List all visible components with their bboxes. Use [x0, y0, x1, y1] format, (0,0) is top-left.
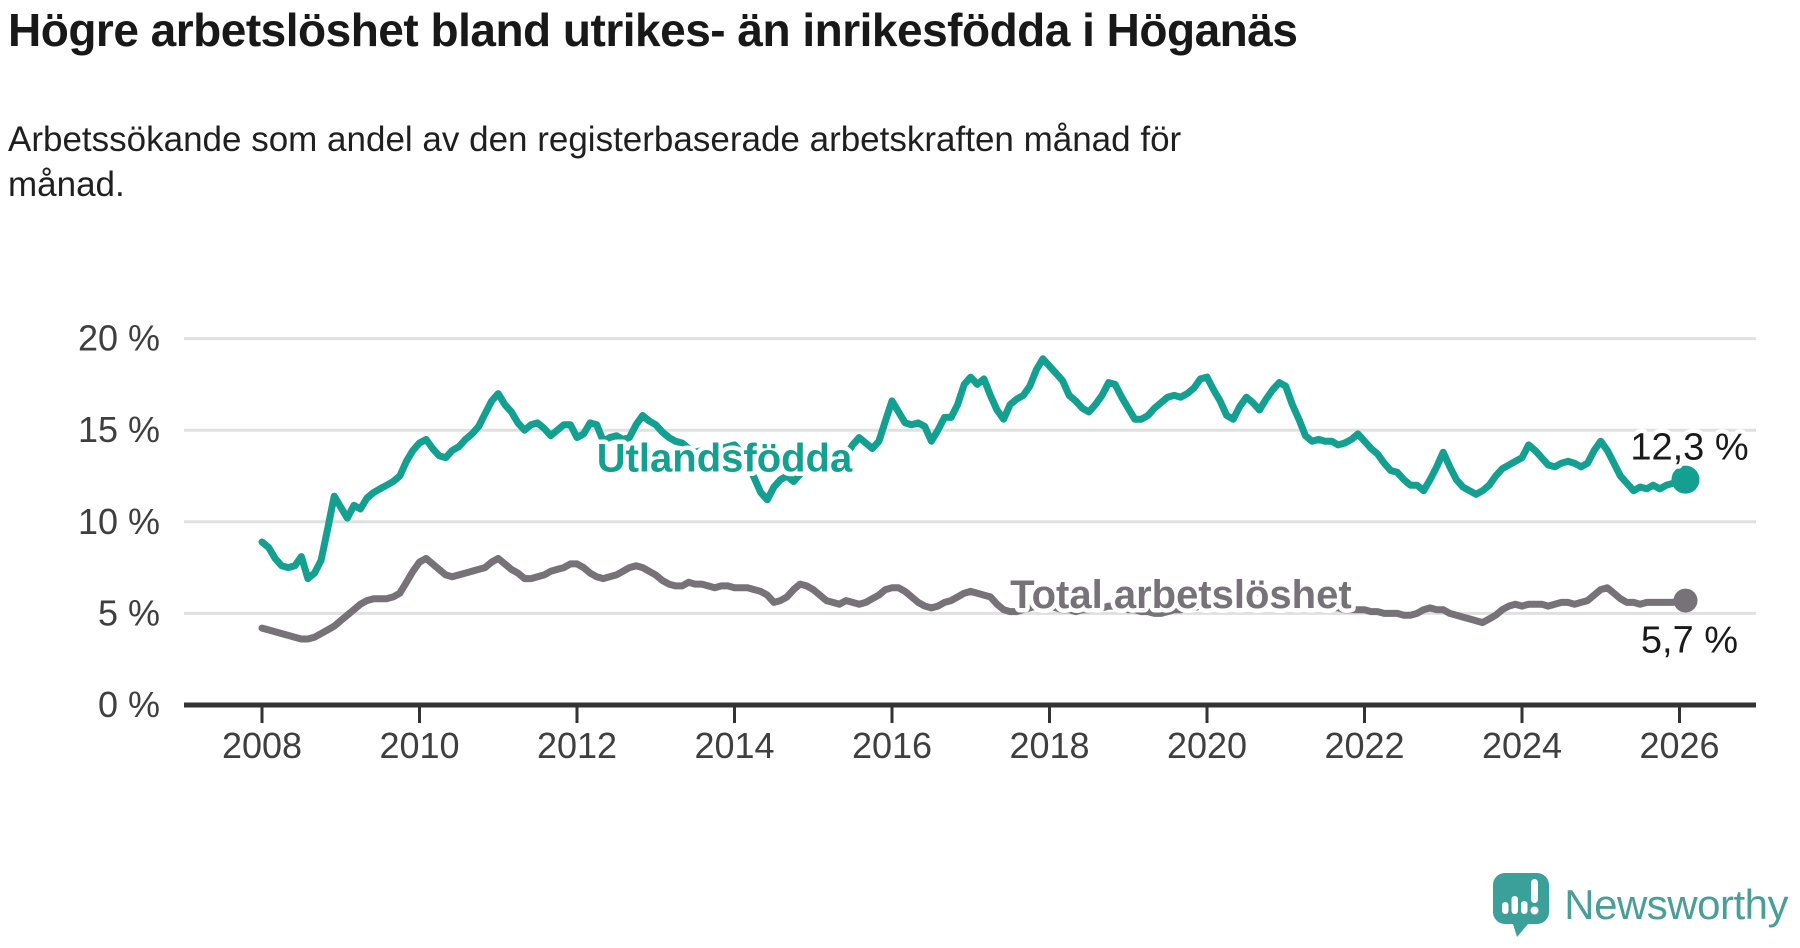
logo-exclamation-bar — [1531, 879, 1539, 903]
y-tick-label: 20 % — [78, 318, 160, 359]
series-label-utlandsfodda: Utlandsfödda — [597, 436, 853, 480]
brand-footer: Newsworthy — [1492, 872, 1788, 938]
x-tick-label: 2016 — [852, 725, 932, 766]
series-line-total — [258, 554, 1683, 643]
x-tick-label: 2018 — [1009, 725, 1089, 766]
x-tick-label: 2014 — [694, 725, 774, 766]
y-tick-label: 10 % — [78, 501, 160, 542]
x-tick-label: 2010 — [379, 725, 459, 766]
series-end-dot — [1673, 588, 1698, 613]
logo-exclamation-dot — [1530, 906, 1539, 915]
y-tick-label: 15 % — [78, 409, 160, 450]
x-tick-label: 2026 — [1639, 725, 1719, 766]
x-tick-label: 2012 — [537, 725, 617, 766]
y-tick-label: 5 % — [98, 592, 160, 633]
series-label-total: Total arbetslöshet — [1010, 573, 1352, 617]
series-end-dot — [1671, 465, 1700, 494]
series-end-value-label: 5,7 % — [1641, 620, 1738, 662]
x-tick-label: 2020 — [1167, 725, 1247, 766]
x-tick-label: 2024 — [1482, 725, 1562, 766]
page-subtitle: Arbetssökande som andel av den registerb… — [8, 120, 1182, 204]
newsworthy-logo-icon — [1493, 873, 1550, 937]
x-tick-label: 2008 — [222, 725, 302, 766]
page-title: Högre arbetslöshet bland utrikes- än inr… — [8, 4, 1298, 56]
logo-bar-2 — [1511, 896, 1519, 914]
logo-bar-1 — [1502, 902, 1509, 914]
brand-name: Newsworthy — [1564, 881, 1788, 928]
series-line-utlandsfodda — [258, 355, 1683, 583]
x-tick-label: 2022 — [1324, 725, 1404, 766]
y-tick-label: 0 % — [98, 684, 160, 725]
series-end-value-label: 12,3 % — [1630, 427, 1748, 469]
logo-bar-3 — [1521, 901, 1528, 914]
